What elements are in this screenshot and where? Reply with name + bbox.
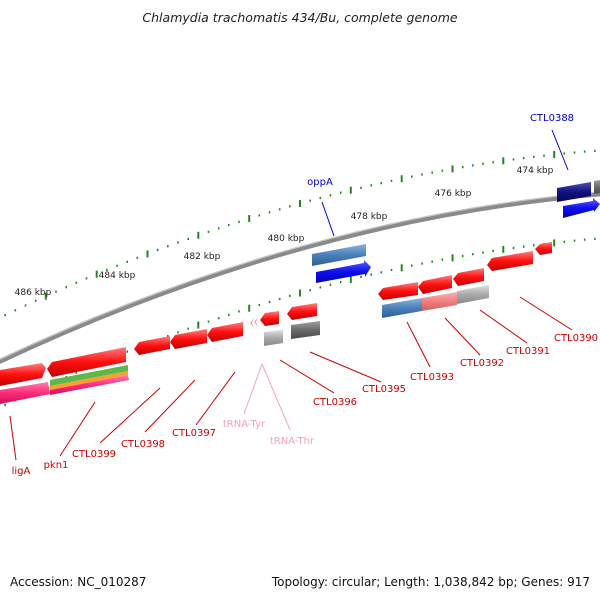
gene-ctl0388-arrow[interactable]: [563, 198, 600, 218]
map-title: Chlamydia trachomatis 434/Bu, complete g…: [142, 10, 458, 25]
gene-label-trna-tyr[interactable]: tRNA-Tyr: [223, 419, 266, 430]
gene-pkn1-feature-magenta[interactable]: [50, 375, 129, 395]
gene-label-oppa[interactable]: oppA: [307, 177, 333, 188]
gene-label-ctl0390[interactable]: CTL0390: [554, 333, 598, 344]
gene-ctl0397-arrow[interactable]: [207, 322, 243, 342]
gene-trna-thr-mark[interactable]: [254, 317, 258, 327]
gene-label-ctl0397[interactable]: CTL0397: [172, 428, 216, 439]
gene-label-pkn1[interactable]: pkn1: [44, 460, 69, 471]
scale-label: 476 kbp: [435, 189, 472, 199]
gene-ctl0391-arrow[interactable]: [453, 268, 484, 286]
gene-label-trna-thr[interactable]: tRNA-Thr: [270, 436, 315, 447]
gene-label-ctl0399[interactable]: CTL0399: [72, 449, 116, 460]
scale-label: 480 kbp: [268, 234, 305, 244]
gene-oppa-feature[interactable]: [312, 244, 366, 266]
gene-ctl0390-arrow-a[interactable]: [487, 251, 533, 271]
gene-ctl0396-arrow[interactable]: [260, 311, 279, 326]
gene-liga-feature[interactable]: [0, 382, 50, 404]
gene-ctl0398-arrow[interactable]: [170, 329, 207, 349]
gene-ctl0391-feature[interactable]: [457, 285, 489, 304]
gene-ctl0393-arrow[interactable]: [378, 282, 418, 300]
gene-ctl0392-arrow[interactable]: [418, 275, 452, 294]
gene-ctl0399-arrow[interactable]: [134, 336, 170, 355]
gene-ctl0390-arrow-b[interactable]: [535, 242, 552, 255]
gene-label-ctl0391[interactable]: CTL0391: [506, 346, 550, 357]
gene-label-liga[interactable]: ligA: [12, 466, 31, 477]
scale-label: 484 kbp: [99, 271, 136, 281]
scale-label: 482 kbp: [184, 252, 221, 262]
gene-ctl0393-feature[interactable]: [382, 298, 422, 318]
gene-label-ctl0398[interactable]: CTL0398: [121, 439, 165, 450]
gene-ctl0395-arrow[interactable]: [287, 303, 317, 320]
gene-neighbor-feature[interactable]: [594, 180, 600, 194]
genome-summary-text: Topology: circular; Length: 1,038,842 bp…: [271, 575, 590, 589]
gene-trna-tyr-mark[interactable]: [250, 318, 254, 328]
gene-label-ctl0392[interactable]: CTL0392: [460, 358, 504, 369]
gene-label-ctl0395[interactable]: CTL0395: [362, 384, 406, 395]
gene-ctl0388-feature[interactable]: [557, 182, 591, 202]
label-leader-lines: [9, 129, 573, 461]
accession-text: Accession: NC_010287: [10, 575, 147, 589]
genome-backbone-highlight: [0, 191, 600, 360]
outer-scale-ticks: [4, 149, 596, 317]
gene-liga-arrow[interactable]: [0, 363, 46, 386]
gene-ctl0392-feature[interactable]: [422, 292, 457, 311]
scale-label: 474 kbp: [517, 166, 554, 176]
gene-ctl0396-feature[interactable]: [264, 330, 283, 346]
gene-oppa-arrow[interactable]: [316, 260, 371, 283]
gene-label-ctl0388[interactable]: CTL0388: [530, 113, 574, 124]
scale-label: 478 kbp: [351, 212, 388, 222]
gene-pkn1-feature-orange[interactable]: [50, 371, 128, 390]
genome-backbone: [0, 191, 600, 365]
gene-pkn1-arrow[interactable]: [47, 347, 126, 377]
gene-ctl0395-feature[interactable]: [291, 321, 320, 339]
gene-label-ctl0393[interactable]: CTL0393: [410, 372, 454, 383]
scale-label: 486 kbp: [15, 288, 52, 298]
gene-pkn1-feature-green[interactable]: [50, 365, 128, 386]
gene-label-ctl0396[interactable]: CTL0396: [313, 397, 357, 408]
